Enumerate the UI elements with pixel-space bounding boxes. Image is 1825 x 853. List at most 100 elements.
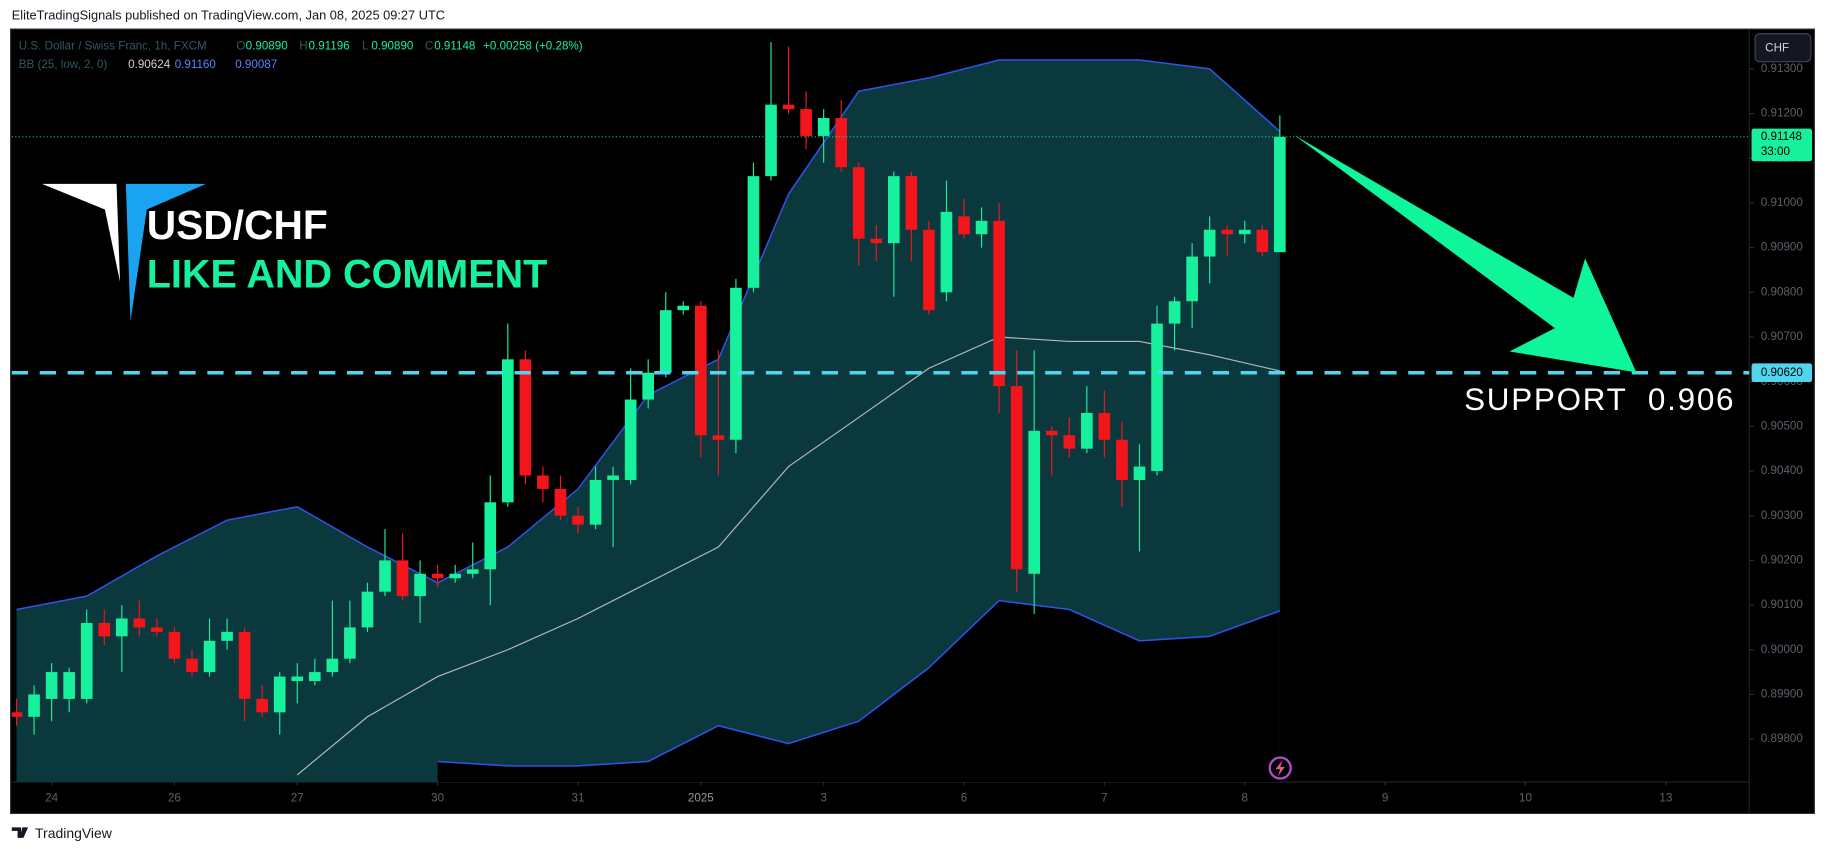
candle-body: [537, 475, 549, 489]
candle-body: [1274, 136, 1286, 253]
candle-body: [1081, 412, 1093, 449]
support-annotation: SUPPORT 0.906: [1464, 382, 1735, 417]
last-price-label: 0.91148: [1761, 130, 1802, 143]
candle-body: [624, 399, 637, 480]
x-tick-label: 6: [961, 791, 967, 804]
axes: 0.89800 0.89900 0.90000 0.90100 0.90200 0.903…: [11, 62, 1813, 804]
candle-body: [642, 372, 655, 400]
candle-body: [782, 104, 795, 110]
legend-key: C: [425, 40, 433, 53]
x-tick-label: 3: [820, 791, 826, 804]
y-tick-label: 0.91000: [1761, 196, 1804, 209]
x-tick-label: 24: [45, 791, 58, 804]
candle-body: [975, 220, 988, 235]
x-tick-label: 9: [1382, 791, 1388, 804]
candle-body: [379, 560, 391, 592]
indicator-value: 0.90624: [128, 58, 171, 71]
y-tick-label: 0.90700: [1761, 330, 1804, 343]
candle-body: [466, 569, 479, 574]
down-arrow: [1294, 134, 1637, 373]
x-tick-label: 10: [1519, 791, 1532, 804]
y-tick-label: 0.91200: [1761, 107, 1804, 120]
candle-body: [28, 694, 40, 717]
x-tick-label: 27: [291, 791, 304, 804]
band-lower: [437, 599, 1281, 767]
candle-body: [765, 104, 777, 177]
candle-body: [501, 359, 514, 503]
candle-body: [817, 118, 830, 136]
x-tick-label: 7: [1101, 791, 1107, 804]
legend-key: L: [362, 40, 369, 53]
candle-body: [572, 515, 584, 525]
candle-body: [273, 676, 286, 713]
candle-body: [63, 672, 75, 699]
candle-body: [905, 176, 918, 230]
candle-body: [677, 305, 690, 311]
legend-key: H: [299, 40, 307, 53]
candle-body: [203, 640, 216, 673]
candle-body: [589, 479, 602, 525]
y-tick-label: 0.90900: [1761, 241, 1804, 254]
events-icon[interactable]: [1268, 756, 1292, 780]
candle-body: [484, 502, 497, 570]
candle-body: [852, 167, 865, 239]
support-label: 0.90620: [1761, 366, 1804, 379]
pair-title: USD/CHF: [147, 202, 328, 248]
candles: [11, 42, 1286, 735]
legend-value: 0.90890: [371, 40, 414, 53]
candle-body: [11, 712, 23, 717]
candle-body: [414, 573, 426, 597]
legend-key: O: [236, 40, 245, 53]
candle-body: [923, 229, 935, 311]
indicator-legend: BB (25, low, 2, 0): [19, 58, 108, 71]
candle-body: [1238, 229, 1251, 235]
candle-body: [958, 216, 970, 235]
candle-body: [1116, 439, 1128, 480]
candle-body: [519, 359, 532, 476]
candle-body: [1045, 430, 1058, 436]
last-price-box: [1751, 128, 1813, 162]
ohlc-legend: O 0.90890 H 0.91196 L 0.90890 C 0.91148 +0.00258…: [236, 40, 582, 53]
candle-body: [730, 287, 742, 440]
currency-button[interactable]: [1754, 33, 1812, 63]
candle-body: [1256, 229, 1269, 253]
candle-body: [238, 631, 251, 699]
candle-body: [431, 573, 444, 579]
candle-body: [168, 631, 181, 659]
candle-body: [344, 627, 356, 659]
indicator-value: 0.91160: [175, 58, 217, 71]
y-tick-label: 0.90500: [1761, 419, 1804, 432]
legend-value: 0.91148: [434, 40, 475, 53]
legend-value: 0.91196: [309, 40, 350, 53]
x-tick-label: 2025: [688, 791, 714, 804]
candle-body: [993, 220, 1005, 387]
candle-body: [361, 591, 374, 628]
currency-button-label[interactable]: CHF: [1765, 41, 1789, 54]
x-tick-label: 13: [1659, 791, 1672, 804]
candle-body: [1168, 301, 1181, 324]
y-tick-label: 0.90000: [1761, 643, 1804, 656]
candle-body: [1221, 229, 1234, 235]
candle-body: [747, 176, 760, 288]
candle-body: [1203, 229, 1216, 257]
candle-body: [659, 310, 672, 373]
candle-body: [835, 118, 848, 168]
candle-body: [115, 618, 128, 637]
x-tick-label: 30: [431, 791, 444, 804]
candle-body: [800, 109, 812, 136]
symbol-legend: U.S. Dollar / Swiss Franc, 1h, FXCM: [19, 40, 207, 53]
candle-body: [695, 305, 707, 436]
band-basis: [296, 336, 1280, 776]
candle-body: [554, 488, 567, 516]
candle-body: [186, 658, 198, 673]
events-icon-bolt[interactable]: [1275, 759, 1285, 777]
candle-body: [940, 211, 953, 293]
x-tick-label: 8: [1242, 791, 1248, 804]
logo-white: [42, 183, 121, 282]
candle-body: [1186, 256, 1198, 302]
candle-body: [870, 238, 883, 244]
indicator-value: 0.90087: [235, 58, 277, 71]
support-box: [1751, 363, 1813, 383]
